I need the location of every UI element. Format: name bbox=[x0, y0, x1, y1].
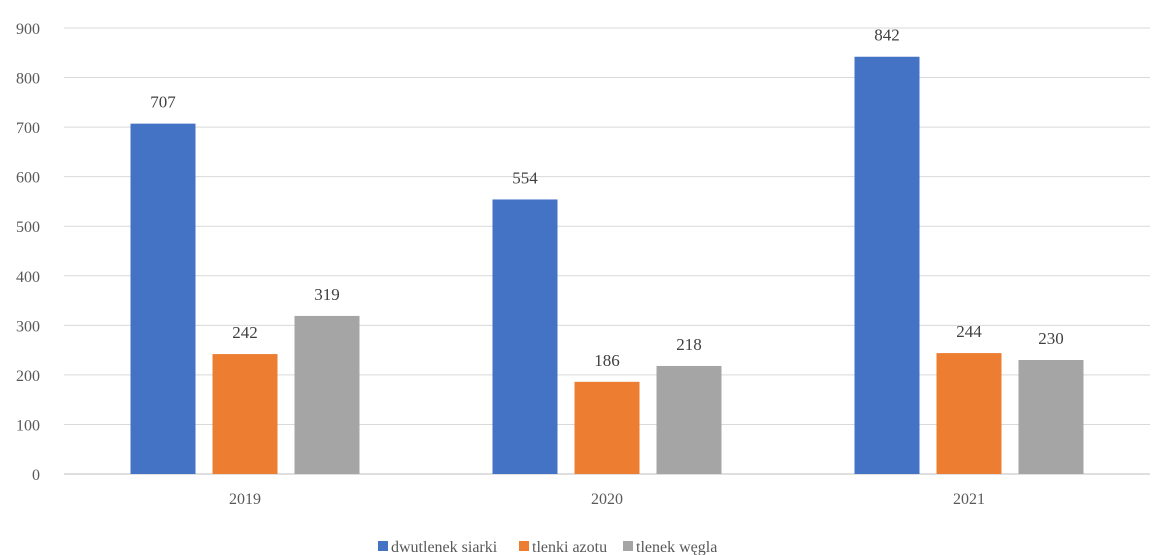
bar bbox=[212, 354, 278, 474]
y-tick-label: 100 bbox=[16, 417, 40, 434]
x-tick-label: 2019 bbox=[229, 491, 261, 508]
y-tick-label: 500 bbox=[16, 219, 40, 236]
bar bbox=[854, 56, 920, 475]
data-labels: 707 242 319 554 186 218 842 244 230 bbox=[150, 26, 1064, 370]
bar bbox=[1018, 360, 1084, 474]
data-label: 186 bbox=[594, 351, 620, 370]
legend: dwutlenek siarki tlenki azotu tlenek węgla bbox=[378, 539, 717, 555]
data-label: 842 bbox=[874, 26, 900, 45]
bar bbox=[130, 123, 196, 475]
y-tick-label: 700 bbox=[16, 120, 40, 137]
y-tick-label: 300 bbox=[16, 318, 40, 335]
data-label: 707 bbox=[150, 93, 176, 112]
y-axis-ticks: 0 100 200 300 400 500 600 700 800 900 bbox=[16, 21, 40, 484]
legend-item: dwutlenek siarki bbox=[378, 539, 498, 555]
legend-label: tlenki azotu bbox=[532, 539, 607, 555]
bar bbox=[574, 381, 640, 474]
legend-swatch bbox=[519, 541, 529, 551]
data-label: 319 bbox=[314, 285, 340, 304]
y-tick-label: 0 bbox=[32, 467, 40, 484]
bars bbox=[130, 56, 1084, 475]
data-label: 244 bbox=[956, 322, 982, 341]
legend-label: tlenek węgla bbox=[636, 539, 717, 555]
bar bbox=[492, 199, 558, 474]
legend-swatch bbox=[378, 541, 388, 551]
legend-item: tlenki azotu bbox=[519, 539, 607, 555]
data-label: 554 bbox=[512, 168, 538, 187]
y-tick-label: 900 bbox=[16, 21, 40, 38]
data-label: 242 bbox=[232, 323, 258, 342]
y-tick-label: 600 bbox=[16, 170, 40, 187]
legend-swatch bbox=[623, 541, 633, 551]
bar bbox=[936, 353, 1002, 474]
y-tick-label: 400 bbox=[16, 269, 40, 286]
x-tick-label: 2021 bbox=[953, 491, 985, 508]
bar bbox=[656, 365, 722, 474]
legend-label: dwutlenek siarki bbox=[391, 539, 498, 555]
y-tick-label: 200 bbox=[16, 368, 40, 385]
legend-item: tlenek węgla bbox=[623, 539, 717, 555]
bar bbox=[294, 315, 360, 474]
y-tick-label: 800 bbox=[16, 71, 40, 88]
data-label: 218 bbox=[676, 335, 702, 354]
x-tick-label: 2020 bbox=[591, 491, 623, 508]
x-axis-ticks: 2019 2020 2021 bbox=[229, 491, 985, 508]
data-label: 230 bbox=[1038, 329, 1064, 348]
